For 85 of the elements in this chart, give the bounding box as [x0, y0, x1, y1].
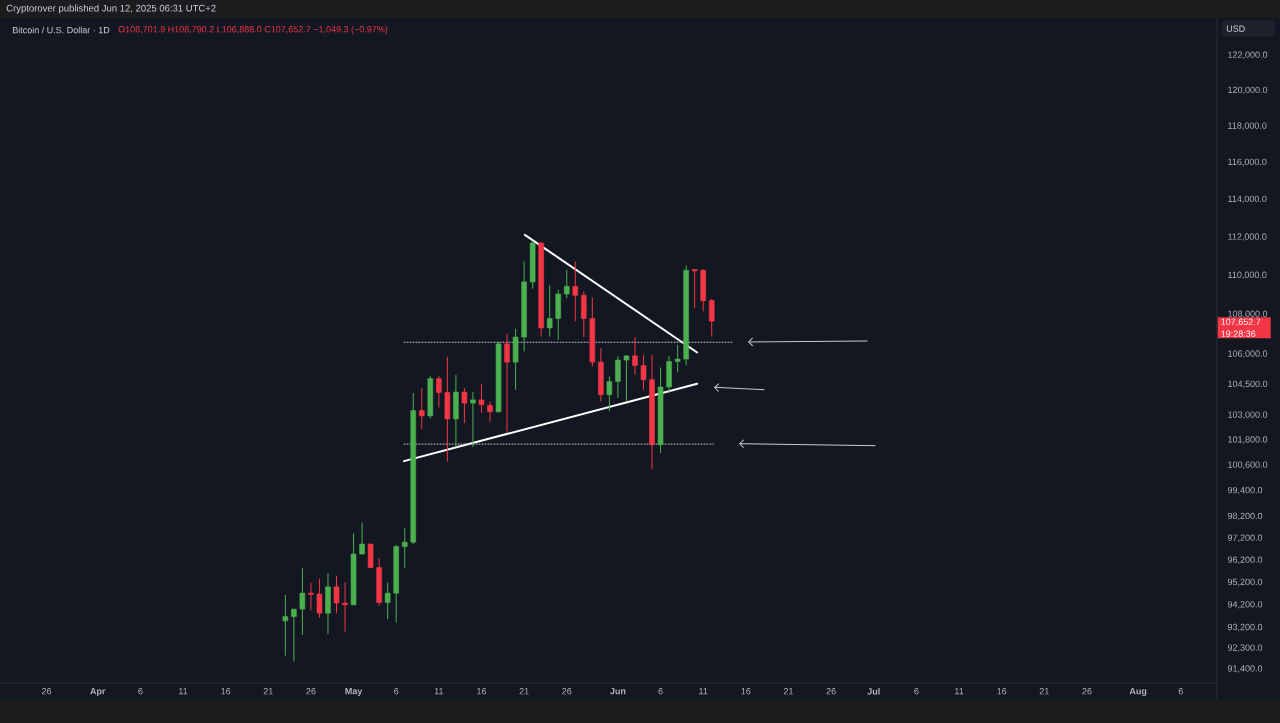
candlestick — [470, 391, 476, 448]
x-tick-label: Apr — [90, 688, 106, 697]
text: 19:28:36 — [1221, 330, 1256, 337]
candlestick — [308, 582, 314, 611]
y-tick-label: 94,200.0 — [1227, 601, 1263, 609]
candlestick — [546, 284, 553, 337]
y-tick-label: 99,400.0 — [1227, 486, 1263, 495]
candlestick — [487, 400, 493, 422]
y-tick-label: 108,000.0 — [1228, 310, 1268, 319]
x-tick-label: 11 — [699, 688, 708, 695]
y-axis-title: USD — [1226, 25, 1245, 32]
candlestick — [708, 298, 715, 337]
x-tick-label: 26 — [306, 688, 316, 695]
x-tick-label: 6 — [914, 688, 919, 695]
candlestick — [691, 268, 698, 309]
candlestick — [606, 375, 613, 412]
y-tick-label: 95,200.0 — [1227, 578, 1263, 587]
y-tick-label: 100,600.0 — [1228, 461, 1268, 469]
y-tick-label: 101,800.0 — [1228, 436, 1268, 444]
candlestick — [436, 375, 442, 408]
x-tick-label: Jun — [610, 688, 626, 695]
text: Cryptorover published Jun 12, 2025 06:31 UTC+2 — [6, 4, 216, 14]
candlestick — [291, 608, 297, 663]
y-tick-label: 91,400.0 — [1227, 665, 1263, 673]
candlestick — [299, 567, 306, 636]
y-tick-label: 118,000.0 — [1228, 122, 1267, 130]
candlestick — [478, 383, 485, 414]
y-tick-label: 97,200.0 — [1227, 534, 1263, 542]
x-tick-label: 21 — [263, 688, 273, 695]
x-tick-label: 21 — [783, 688, 794, 695]
x-tick-label: Jul — [867, 688, 880, 695]
y-tick-label: 120,000.0 — [1228, 86, 1268, 95]
y-tick-label: 106,000.0 — [1228, 350, 1268, 358]
candlestick — [572, 260, 579, 322]
candlestick — [282, 594, 289, 657]
y-tick-label: 104,500.0 — [1228, 380, 1268, 389]
candlestick — [563, 269, 570, 299]
candlestick — [640, 354, 647, 391]
x-tick-label: 21 — [519, 688, 529, 695]
y-tick-label: 114,000.0 — [1228, 195, 1267, 204]
candlestick — [615, 355, 621, 399]
candlestick — [632, 336, 638, 376]
candlestick — [316, 578, 323, 619]
candlestick — [342, 581, 348, 633]
x-tick-label: 26 — [1082, 688, 1092, 695]
candlestick — [333, 575, 340, 614]
x-tick-label: 11 — [434, 688, 444, 695]
candlestick — [419, 387, 425, 430]
text: Bitcoin / U.S. Dollar · 1D — [12, 26, 110, 34]
candlestick — [674, 344, 681, 373]
candlestick — [384, 582, 391, 620]
y-tick-label: 103,000.0 — [1228, 411, 1268, 419]
y-tick-label: 98,200.0 — [1227, 512, 1263, 521]
y-tick-label: 96,200.0 — [1227, 556, 1263, 564]
candlestick — [461, 387, 468, 424]
x-tick-label: 16 — [221, 688, 231, 695]
x-tick-label: 6 — [658, 688, 663, 695]
x-tick-label: 11 — [955, 688, 964, 695]
text: O108,701.9 H108,790.2 L106,888.0 C107,652.7 −1,049.3 (−0.97%) — [118, 25, 388, 35]
candlestick — [581, 290, 587, 338]
x-tick-label: 11 — [179, 688, 188, 695]
x-tick-label: May — [345, 688, 363, 697]
candlestick — [504, 333, 510, 433]
candlestick — [623, 354, 630, 402]
x-tick-label: 6 — [1178, 688, 1183, 695]
x-tick-label: 26 — [826, 688, 836, 695]
y-tick-label: 93,200.0 — [1227, 623, 1263, 632]
candlestick — [401, 527, 408, 569]
text: 107,652.7 — [1221, 318, 1261, 326]
x-tick-label: 16 — [741, 688, 751, 695]
x-tick-label: 26 — [562, 688, 572, 695]
y-tick-label: 122,000.0 — [1228, 51, 1268, 59]
y-tick-label: 110,000.0 — [1228, 271, 1267, 280]
candlestick — [359, 522, 365, 556]
y-tick-label: 112,000.0 — [1228, 233, 1267, 241]
x-tick-label: 16 — [997, 688, 1007, 695]
x-tick-label: 6 — [138, 688, 143, 695]
x-tick-label: 26 — [42, 688, 52, 695]
x-tick-label: 6 — [394, 688, 399, 695]
y-tick-label: 92,300.0 — [1227, 644, 1263, 652]
x-tick-label: 21 — [1039, 688, 1049, 695]
x-tick-label: Aug — [1129, 688, 1147, 697]
candlestick — [367, 543, 374, 569]
x-tick-label: 16 — [477, 688, 487, 695]
y-tick-label: 116,000.0 — [1228, 158, 1267, 167]
